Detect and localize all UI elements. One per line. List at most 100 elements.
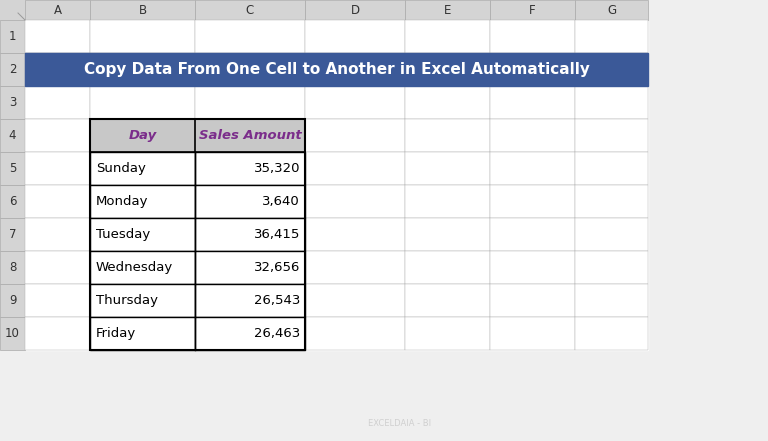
Bar xyxy=(25,218,90,251)
Text: 32,656: 32,656 xyxy=(253,261,300,274)
Bar xyxy=(405,53,490,86)
Text: D: D xyxy=(350,4,359,16)
Bar xyxy=(305,284,405,317)
Bar xyxy=(90,284,195,317)
Text: 4: 4 xyxy=(8,129,16,142)
Text: E: E xyxy=(444,4,451,16)
Text: 1: 1 xyxy=(8,30,16,43)
Bar xyxy=(195,284,305,317)
Bar xyxy=(90,218,195,251)
Bar xyxy=(90,284,195,317)
Bar xyxy=(305,119,405,152)
Bar xyxy=(25,119,90,152)
Bar xyxy=(90,152,195,185)
Text: Monday: Monday xyxy=(96,195,148,208)
Text: Day: Day xyxy=(128,129,157,142)
Text: 8: 8 xyxy=(8,261,16,274)
Bar xyxy=(490,152,575,185)
Bar xyxy=(195,317,305,350)
Bar xyxy=(0,251,25,284)
Text: 2: 2 xyxy=(8,63,16,76)
Bar xyxy=(25,53,90,86)
Bar xyxy=(490,119,575,152)
Text: Sales Amount: Sales Amount xyxy=(199,129,301,142)
Bar xyxy=(0,218,25,251)
Bar xyxy=(90,218,195,251)
Bar xyxy=(490,251,575,284)
Bar xyxy=(490,86,575,119)
Bar xyxy=(90,0,195,20)
Bar xyxy=(405,0,490,20)
Bar xyxy=(490,53,575,86)
Bar xyxy=(25,53,648,86)
Bar xyxy=(575,86,648,119)
Text: 26,543: 26,543 xyxy=(253,294,300,307)
Bar xyxy=(305,317,405,350)
Bar xyxy=(25,86,90,119)
Bar xyxy=(575,317,648,350)
Bar xyxy=(195,218,305,251)
Bar xyxy=(25,251,90,284)
Bar xyxy=(575,20,648,53)
Bar xyxy=(25,20,648,350)
Bar xyxy=(25,152,90,185)
Bar xyxy=(90,317,195,350)
Text: 7: 7 xyxy=(8,228,16,241)
Text: Copy Data From One Cell to Another in Excel Automatically: Copy Data From One Cell to Another in Ex… xyxy=(84,62,589,77)
Bar xyxy=(195,0,305,20)
Bar xyxy=(90,86,195,119)
Bar xyxy=(575,0,648,20)
Bar xyxy=(305,53,405,86)
Bar xyxy=(90,185,195,218)
Bar xyxy=(195,185,305,218)
Text: 10: 10 xyxy=(5,327,20,340)
Bar xyxy=(195,152,305,185)
Bar xyxy=(0,0,25,20)
Bar xyxy=(575,251,648,284)
Text: 5: 5 xyxy=(8,162,16,175)
Bar xyxy=(0,185,25,218)
Bar xyxy=(25,20,90,53)
Bar xyxy=(0,86,25,119)
Bar xyxy=(575,53,648,86)
Text: Thursday: Thursday xyxy=(96,294,158,307)
Text: 6: 6 xyxy=(8,195,16,208)
Bar xyxy=(490,284,575,317)
Text: B: B xyxy=(138,4,147,16)
Bar xyxy=(305,86,405,119)
Bar xyxy=(195,20,305,53)
Bar xyxy=(405,218,490,251)
Bar xyxy=(575,152,648,185)
Bar xyxy=(195,152,305,185)
Bar xyxy=(305,152,405,185)
Bar xyxy=(90,185,195,218)
Text: 3,640: 3,640 xyxy=(262,195,300,208)
Bar xyxy=(405,152,490,185)
Bar xyxy=(25,284,90,317)
Bar xyxy=(90,119,195,152)
Bar xyxy=(195,119,305,152)
Bar xyxy=(0,119,25,152)
Bar xyxy=(0,53,25,86)
Bar xyxy=(195,317,305,350)
Text: Sunday: Sunday xyxy=(96,162,146,175)
Bar xyxy=(90,20,195,53)
Bar xyxy=(575,284,648,317)
Text: 35,320: 35,320 xyxy=(253,162,300,175)
Bar xyxy=(305,251,405,284)
Bar xyxy=(90,251,195,284)
Bar xyxy=(490,317,575,350)
Text: A: A xyxy=(54,4,61,16)
Text: F: F xyxy=(529,4,536,16)
Text: 36,415: 36,415 xyxy=(253,228,300,241)
Bar xyxy=(90,152,195,185)
Bar xyxy=(90,251,195,284)
Bar xyxy=(90,119,305,152)
Bar xyxy=(90,119,305,350)
Text: Tuesday: Tuesday xyxy=(96,228,151,241)
Text: Friday: Friday xyxy=(96,327,136,340)
Text: 26,463: 26,463 xyxy=(253,327,300,340)
Bar xyxy=(195,53,305,86)
Bar xyxy=(25,0,90,20)
Bar xyxy=(405,251,490,284)
